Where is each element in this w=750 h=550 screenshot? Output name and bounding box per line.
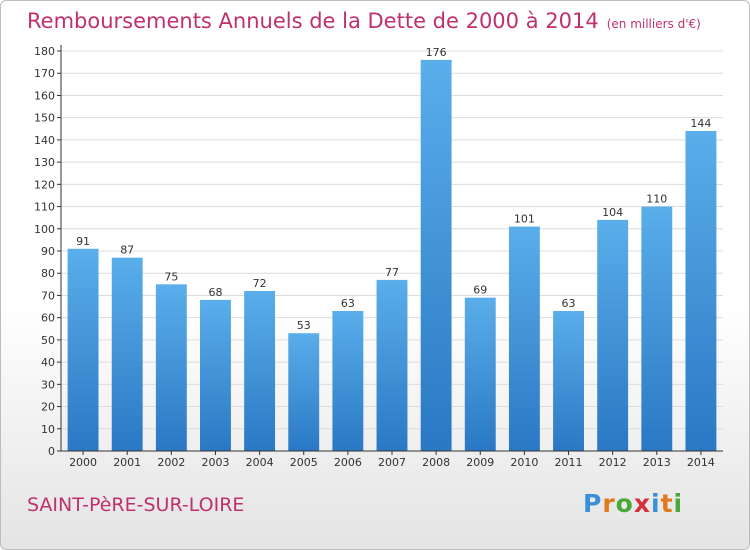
data-label: 53 [297,319,311,332]
x-tick-label: 2008 [422,456,450,469]
y-tick-label: 130 [34,156,55,169]
logo-letter: o [615,489,634,518]
bar [67,248,99,451]
bar [332,311,364,451]
y-tick-label: 90 [41,245,55,258]
bar [244,291,276,451]
x-tick-label: 2002 [157,456,185,469]
y-tick-label: 20 [41,401,55,414]
data-label: 77 [385,266,399,279]
bars: 91 87 75 68 72 53 63 77 176 69 101 63 104 110 144 [67,46,717,452]
x-tick-label: 2007 [378,456,406,469]
data-label: 68 [208,286,222,299]
data-label: 110 [646,193,667,206]
y-tick-label: 60 [41,312,55,325]
axes: 0 10 20 30 40 50 60 70 80 90 100 110 120 130 140 150 160… [34,45,723,469]
x-tick-label: 2012 [599,456,627,469]
x-tick-label: 2010 [510,456,538,469]
x-tick-label: 2004 [246,456,274,469]
y-tick-label: 40 [41,356,55,369]
data-label: 104 [602,206,623,219]
bar [464,297,496,451]
bar [155,284,187,451]
logo-letter: x [633,489,651,518]
data-label: 75 [164,270,178,283]
chart-unit-note: (en milliers d'€) [606,17,701,31]
logo-letter: r [602,489,616,518]
x-tick-label: 2013 [643,456,671,469]
x-tick-label: 2001 [113,456,141,469]
data-label: 101 [514,213,535,226]
x-tick-label: 2009 [466,456,494,469]
y-tick-label: 30 [41,378,55,391]
bar [508,226,540,451]
y-tick-label: 10 [41,423,55,436]
y-tick-label: 50 [41,334,55,347]
bar [200,299,231,451]
bar [376,279,408,451]
data-label: 91 [76,235,90,248]
y-tick-label: 80 [41,267,55,280]
town-name: SAINT-PèRE-SUR-LOIRE [27,494,245,516]
bar [641,206,673,451]
bar [111,257,143,451]
x-tick-label: 2011 [555,456,583,469]
y-tick-label: 170 [34,67,55,80]
y-tick-label: 140 [34,134,55,147]
y-tick-label: 110 [34,201,55,214]
x-tick-label: 2005 [290,456,318,469]
data-label: 69 [473,284,487,297]
chart-title-block: Remboursements Annuels de la Dette de 20… [27,9,701,33]
y-tick-label: 180 [34,45,55,58]
logo-letter: P [583,489,603,518]
data-label: 72 [253,277,267,290]
x-tick-label: 2003 [201,456,229,469]
bar [685,131,717,451]
x-tick-label: 2000 [69,456,97,469]
y-tick-label: 70 [41,289,55,302]
x-tick-label: 2014 [687,456,715,469]
data-label: 144 [690,117,711,130]
logo-letter: i [673,489,684,518]
proxiti-logo: Proxiti [583,489,683,518]
x-tick-label: 2006 [334,456,362,469]
bar [597,219,629,451]
y-tick-label: 150 [34,112,55,125]
data-label: 63 [562,297,576,310]
y-tick-label: 120 [34,178,55,191]
bar [553,311,584,451]
chart-title: Remboursements Annuels de la Dette de 20… [27,9,599,33]
y-tick-label: 100 [34,223,55,236]
data-label: 63 [341,297,355,310]
data-label: 176 [426,46,447,59]
bar [420,59,452,452]
logo-letter: t [660,489,674,518]
data-label: 87 [120,244,134,257]
logo-letter: i [651,489,661,518]
y-tick-label: 0 [48,445,55,458]
y-tick-label: 160 [34,89,55,102]
bar [288,333,320,451]
